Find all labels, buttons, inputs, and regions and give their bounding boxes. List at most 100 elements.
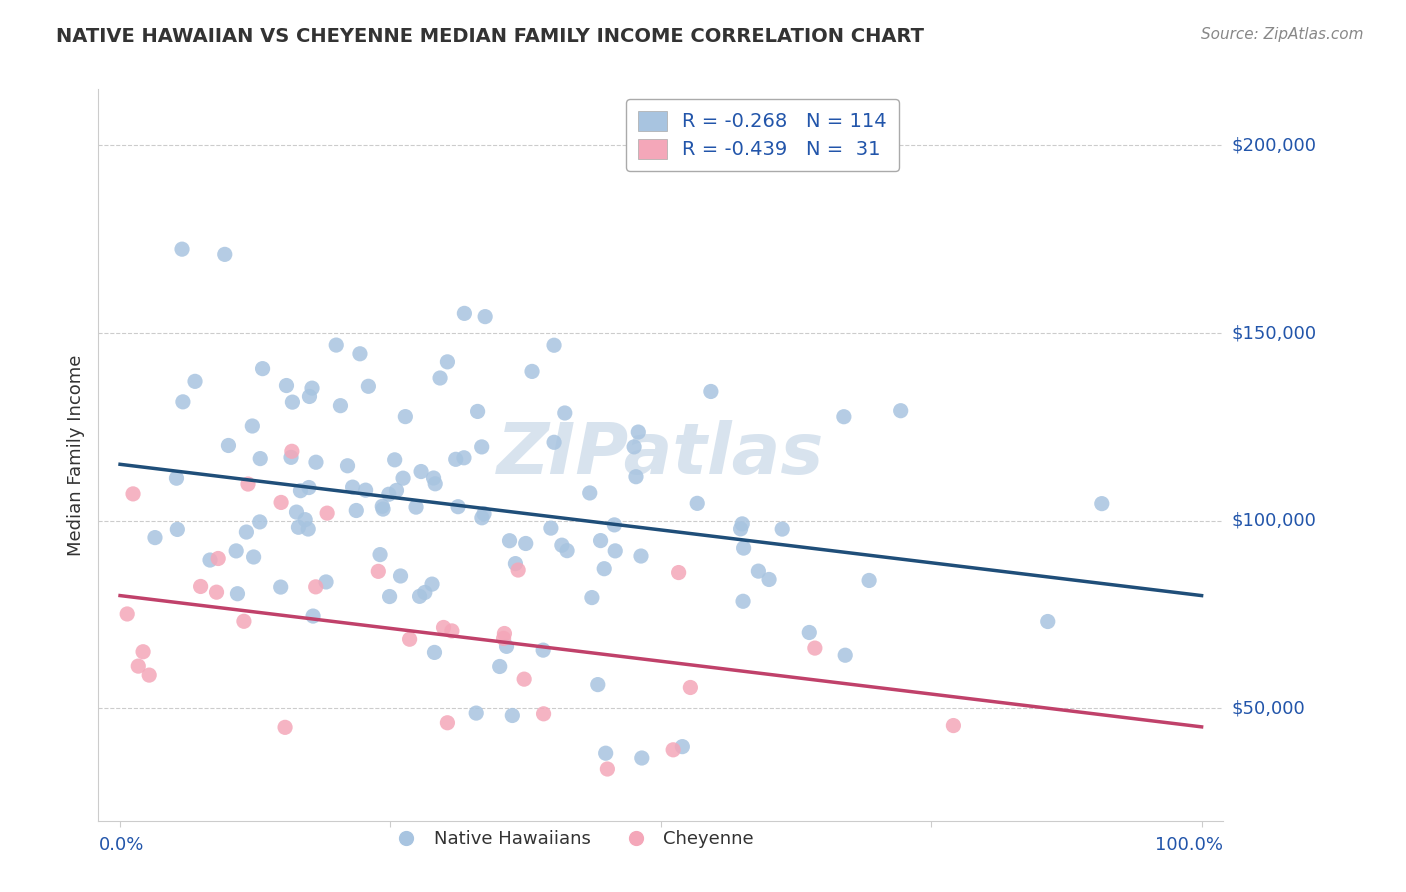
Point	[294, 513, 316, 527]
Point	[198, 553, 221, 567]
Point	[495, 640, 517, 654]
Point	[115, 607, 138, 621]
Point	[281, 395, 304, 409]
Point	[305, 455, 328, 469]
Point	[336, 458, 359, 473]
Point	[1036, 615, 1059, 629]
Point	[384, 453, 406, 467]
Point	[235, 524, 257, 539]
Point	[586, 677, 609, 691]
Point	[342, 480, 364, 494]
Point	[249, 515, 271, 529]
Point	[543, 435, 565, 450]
Point	[804, 641, 827, 656]
Point	[668, 566, 690, 580]
Point	[595, 746, 617, 760]
Point	[398, 632, 420, 647]
Point	[138, 668, 160, 682]
Point	[392, 471, 415, 485]
Point	[520, 364, 543, 378]
Point	[367, 565, 389, 579]
Point	[498, 533, 520, 548]
Point	[444, 452, 467, 467]
Point	[127, 659, 149, 673]
Point	[315, 574, 337, 589]
Point	[378, 590, 401, 604]
Point	[214, 247, 236, 261]
Text: 100.0%: 100.0%	[1156, 836, 1223, 854]
Point	[172, 394, 194, 409]
Point	[515, 536, 537, 550]
Point	[378, 487, 401, 501]
Point	[834, 648, 856, 663]
Point	[290, 483, 312, 498]
Point	[447, 500, 470, 514]
Point	[132, 645, 155, 659]
Text: ZIPatlas: ZIPatlas	[498, 420, 824, 490]
Point	[624, 469, 647, 483]
Point	[730, 522, 752, 536]
Point	[505, 557, 527, 571]
Point	[232, 615, 254, 629]
Point	[301, 381, 323, 395]
Point	[408, 590, 430, 604]
Point	[731, 516, 754, 531]
Point	[472, 507, 495, 521]
Text: $100,000: $100,000	[1232, 512, 1316, 530]
Point	[436, 355, 458, 369]
Point	[453, 450, 475, 465]
Point	[344, 503, 367, 517]
Point	[325, 338, 347, 352]
Point	[593, 562, 616, 576]
Point	[494, 626, 516, 640]
Point	[890, 403, 912, 417]
Point	[368, 548, 391, 562]
Point	[190, 579, 212, 593]
Point	[143, 531, 166, 545]
Point	[357, 379, 380, 393]
Point	[531, 643, 554, 657]
Point	[184, 375, 207, 389]
Point	[252, 361, 274, 376]
Text: 0.0%: 0.0%	[98, 836, 143, 854]
Point	[207, 551, 229, 566]
Point	[471, 510, 494, 524]
Point	[409, 465, 432, 479]
Legend: Native Hawaiians, Cheyenne: Native Hawaiians, Cheyenne	[381, 823, 761, 855]
Point	[551, 538, 574, 552]
Point	[630, 751, 652, 765]
Point	[627, 425, 650, 439]
Point	[474, 310, 496, 324]
Point	[488, 659, 510, 673]
Point	[413, 585, 436, 599]
Text: Source: ZipAtlas.com: Source: ZipAtlas.com	[1201, 27, 1364, 42]
Point	[467, 404, 489, 418]
Point	[578, 486, 600, 500]
Point	[297, 522, 319, 536]
Point	[832, 409, 855, 424]
Point	[747, 564, 769, 578]
Point	[799, 625, 821, 640]
Point	[758, 573, 780, 587]
Y-axis label: Median Family Income: Median Family Income	[66, 354, 84, 556]
Point	[281, 444, 304, 458]
Point	[603, 517, 626, 532]
Point	[555, 543, 578, 558]
Point	[440, 624, 463, 638]
Point	[316, 506, 339, 520]
Point	[285, 505, 308, 519]
Point	[298, 389, 321, 403]
Text: $50,000: $50,000	[1232, 699, 1305, 717]
Point	[554, 406, 576, 420]
Point	[471, 440, 494, 454]
Point	[423, 645, 446, 659]
Point	[389, 569, 412, 583]
Point	[226, 587, 249, 601]
Point	[394, 409, 416, 424]
Text: $150,000: $150,000	[1232, 324, 1316, 342]
Point	[465, 706, 488, 720]
Point	[731, 594, 754, 608]
Point	[679, 681, 702, 695]
Point	[242, 549, 264, 564]
Point	[276, 378, 298, 392]
